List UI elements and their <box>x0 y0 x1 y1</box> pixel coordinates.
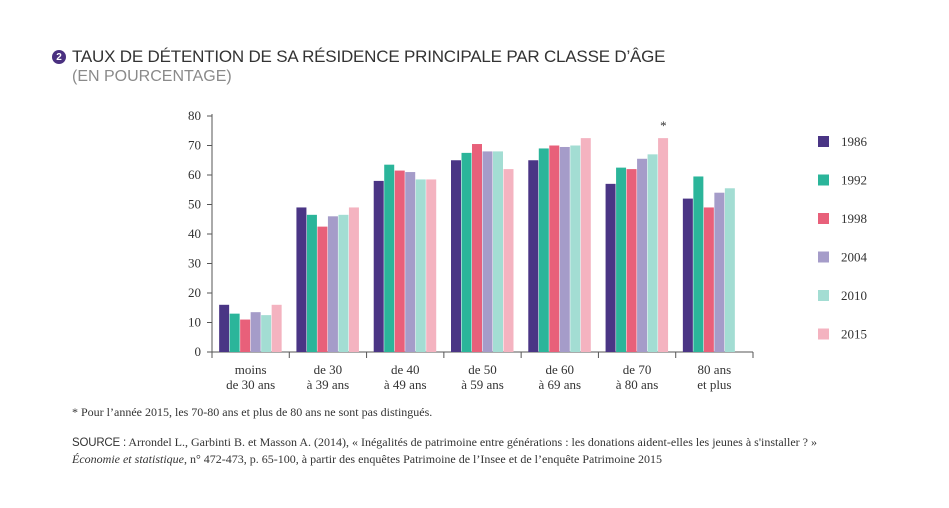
source-text-rest: , n° 472-473, p. 65-100, à partir des en… <box>183 452 662 466</box>
bar-2010 <box>415 179 426 352</box>
y-tick-label: 40 <box>188 226 201 241</box>
bar-1992 <box>461 152 472 352</box>
source-label: SOURCE : <box>72 437 126 449</box>
bar-2015 <box>658 138 669 352</box>
bar-1986 <box>605 183 616 352</box>
bar-2010 <box>724 188 735 352</box>
bar-2010 <box>493 151 503 352</box>
y-tick-label: 70 <box>188 138 201 153</box>
bar-2004 <box>405 172 416 352</box>
bar-2010 <box>570 145 581 352</box>
figure-number-badge: 2 <box>52 50 66 64</box>
bar-1998 <box>240 319 251 352</box>
bar-2015 <box>580 138 591 352</box>
bar-2004 <box>327 216 338 352</box>
bar-1986 <box>296 207 307 352</box>
bar-2004 <box>637 158 648 352</box>
y-tick-label: 0 <box>195 344 202 359</box>
legend-label-1998: 1998 <box>841 211 867 226</box>
legend-label-1992: 1992 <box>841 173 867 188</box>
x-category-label: de 70 <box>623 362 652 377</box>
bar-2015 <box>426 179 437 352</box>
x-category-label: de 60 <box>546 362 575 377</box>
legend-swatch-1986 <box>818 136 829 147</box>
x-category-label: à 49 ans <box>384 377 427 392</box>
bar-2004 <box>714 192 725 352</box>
chart-title: TAUX DE DÉTENTION DE SA RÉSIDENCE PRINCI… <box>72 47 666 66</box>
x-category-label: de 50 <box>468 362 497 377</box>
legend-swatch-1998 <box>818 213 829 224</box>
legend-label-1986: 1986 <box>841 134 868 149</box>
legend-swatch-1992 <box>818 174 829 186</box>
bar-1986 <box>373 180 384 352</box>
source-text: Arrondel L., Garbinti B. et Masson A. (2… <box>126 435 817 449</box>
bar-1998 <box>317 226 328 352</box>
bar-2015 <box>503 169 514 352</box>
bar-1986 <box>528 160 539 352</box>
bar-2015 <box>348 207 359 352</box>
source-journal: Économie et statistique <box>72 452 184 466</box>
bar-1998 <box>549 145 560 352</box>
bar-1992 <box>538 148 549 352</box>
legend-label-2010: 2010 <box>841 288 867 303</box>
bar-2004 <box>482 151 493 352</box>
chart-subtitle: (EN POURCENTAGE) <box>72 68 232 85</box>
y-tick-label: 10 <box>188 315 201 330</box>
x-category-label: à 39 ans <box>307 377 350 392</box>
bar-1986 <box>451 160 461 352</box>
legend-label-2004: 2004 <box>841 250 868 265</box>
x-category-label: de 30 ans <box>226 377 275 392</box>
x-category-label: 80 ans <box>698 362 732 377</box>
bar-2015 <box>271 304 282 352</box>
bar-1986 <box>219 304 230 352</box>
bar-2004 <box>250 312 261 352</box>
y-tick-label: 60 <box>188 167 201 182</box>
bar-2010 <box>261 315 272 352</box>
chart-heading: 2 TAUX DE DÉTENTION DE SA RÉSIDENCE PRIN… <box>52 47 666 86</box>
bar-2010 <box>338 214 349 352</box>
x-category-label: de 30 <box>314 362 343 377</box>
bar-1998 <box>703 207 714 352</box>
bar-2004 <box>559 146 570 352</box>
bar-1992 <box>384 164 395 352</box>
y-tick-label: 20 <box>188 285 201 300</box>
bar-1992 <box>229 313 240 352</box>
legend-swatch-2004 <box>818 251 829 263</box>
legend-label-2015: 2015 <box>841 327 867 342</box>
chart-footnote: * Pour l’année 2015, les 70-80 ans et pl… <box>72 405 433 419</box>
x-category-label: de 40 <box>391 362 420 377</box>
legend-swatch-2015 <box>818 328 829 340</box>
y-tick-label: 30 <box>188 256 201 271</box>
y-tick-label: 80 <box>188 108 201 123</box>
bar-1998 <box>472 144 482 352</box>
bar-1998 <box>626 169 637 352</box>
bar-2010 <box>647 154 658 352</box>
bar-1992 <box>616 167 627 352</box>
asterisk-annotation: * <box>660 118 667 133</box>
y-tick-label: 50 <box>188 197 201 212</box>
source-block: SOURCE : Arrondel L., Garbinti B. et Mas… <box>72 434 817 467</box>
x-category-label: à 80 ans <box>616 377 659 392</box>
bar-1998 <box>394 170 405 352</box>
x-category-label: et plus <box>697 377 731 392</box>
x-category-label: à 59 ans <box>461 377 504 392</box>
x-category-label: moins <box>235 362 267 377</box>
legend-swatch-2010 <box>818 290 829 301</box>
bar-1992 <box>306 214 317 352</box>
bar-1992 <box>693 176 704 352</box>
x-category-label: à 69 ans <box>538 377 581 392</box>
bar-1986 <box>682 198 693 352</box>
